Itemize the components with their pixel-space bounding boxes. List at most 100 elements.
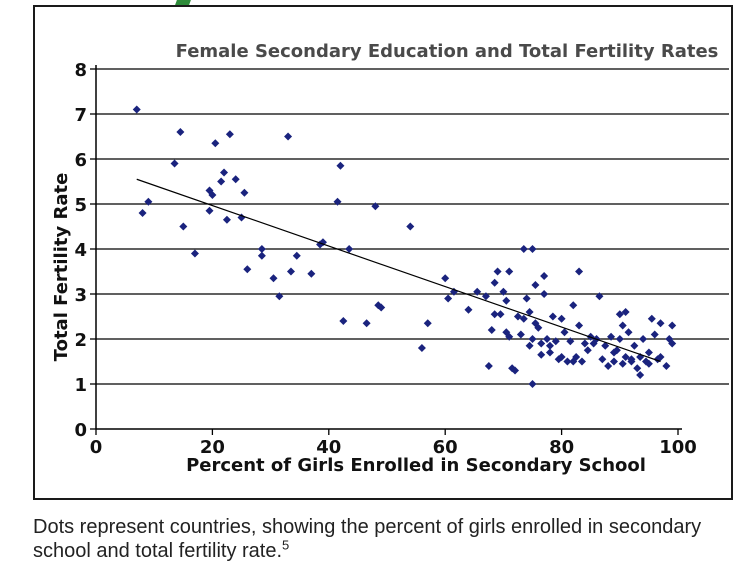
y-tick-label: 7 <box>74 105 87 126</box>
data-point <box>519 314 528 323</box>
y-tick-label: 5 <box>74 195 87 216</box>
data-point <box>577 357 586 366</box>
data-point <box>656 353 665 361</box>
data-point <box>601 341 610 350</box>
y-tick-label: 0 <box>74 420 87 441</box>
data-point <box>292 251 301 260</box>
data-point <box>179 222 188 231</box>
data-point <box>406 222 415 231</box>
data-point <box>525 341 534 350</box>
trend-line <box>136 178 661 363</box>
points-layer <box>132 105 677 388</box>
y-tick-label: 6 <box>74 150 87 171</box>
data-point <box>636 371 645 379</box>
data-point <box>537 350 546 359</box>
data-point <box>286 267 295 276</box>
data-point <box>548 312 557 321</box>
data-point <box>132 105 141 114</box>
data-point <box>339 317 348 325</box>
data-point <box>531 281 540 289</box>
data-point <box>540 290 549 298</box>
data-point <box>487 326 496 334</box>
data-point <box>528 380 537 388</box>
data-point <box>668 321 677 330</box>
data-point <box>190 249 199 258</box>
data-point <box>502 296 511 305</box>
data-point <box>513 312 522 321</box>
data-point <box>528 335 537 343</box>
data-point <box>656 319 665 328</box>
x-tick-label: 100 <box>659 437 697 458</box>
data-point <box>630 341 639 350</box>
data-point <box>662 362 671 370</box>
y-tick-label: 4 <box>74 240 87 261</box>
data-point <box>566 337 575 346</box>
data-point <box>569 301 578 310</box>
figure-caption: Dots represent countries, showing the pe… <box>33 515 733 563</box>
data-point <box>493 267 502 276</box>
data-point <box>618 321 627 330</box>
data-point <box>362 319 371 328</box>
data-point <box>205 206 214 215</box>
data-point <box>560 328 569 337</box>
data-point <box>537 339 546 348</box>
data-point <box>240 188 249 197</box>
data-point <box>345 245 354 253</box>
data-point <box>257 245 266 253</box>
x-tick-label: 60 <box>433 437 458 458</box>
data-point <box>516 330 525 339</box>
y-axis-title: Total Fertility Rate <box>51 173 72 362</box>
data-point <box>377 303 386 312</box>
data-point <box>144 197 153 206</box>
data-point <box>417 344 426 352</box>
data-point <box>307 269 316 278</box>
data-point <box>545 341 554 350</box>
data-point <box>275 292 284 301</box>
data-point <box>644 359 653 368</box>
data-point <box>534 323 543 332</box>
data-point <box>618 359 627 368</box>
data-point <box>650 330 659 339</box>
y-tick-label: 1 <box>74 375 87 396</box>
data-point <box>269 274 278 283</box>
data-point <box>639 335 648 343</box>
data-point <box>211 139 220 148</box>
data-point <box>481 292 490 301</box>
data-point <box>423 319 432 328</box>
chart-title: Female Secondary Education and Total Fer… <box>176 41 719 62</box>
data-point <box>604 362 613 370</box>
y-tick-label: 2 <box>74 330 87 351</box>
x-tick-label: 40 <box>316 437 341 458</box>
data-point <box>668 339 677 348</box>
data-point <box>551 337 560 346</box>
data-point <box>522 294 531 303</box>
chart-frame: 0 1 2 3 4 5 6 7 8 0 20 40 60 80 100 Female Secondary E… <box>33 5 733 500</box>
data-point <box>624 328 633 337</box>
data-point <box>464 305 473 314</box>
data-point <box>583 346 592 355</box>
data-point <box>170 159 179 168</box>
x-axis-title: Percent of Girls Enrolled in Secondary S… <box>186 455 646 476</box>
data-point <box>575 267 584 276</box>
data-point <box>441 274 450 283</box>
data-point <box>572 353 581 361</box>
data-point <box>519 245 528 253</box>
data-point <box>217 177 226 186</box>
data-point <box>621 308 630 316</box>
data-point <box>473 287 482 296</box>
data-point <box>557 353 566 361</box>
data-point <box>609 357 618 366</box>
data-point <box>607 332 616 341</box>
data-point <box>484 362 493 370</box>
data-point <box>633 364 642 373</box>
x-tick-label: 20 <box>200 437 225 458</box>
data-point <box>598 355 607 364</box>
data-point <box>333 197 342 206</box>
data-point <box>580 339 589 348</box>
data-point <box>176 128 185 136</box>
data-point <box>525 308 534 316</box>
data-point <box>615 310 624 319</box>
y-tick-label: 8 <box>74 60 87 81</box>
data-point <box>563 357 572 366</box>
